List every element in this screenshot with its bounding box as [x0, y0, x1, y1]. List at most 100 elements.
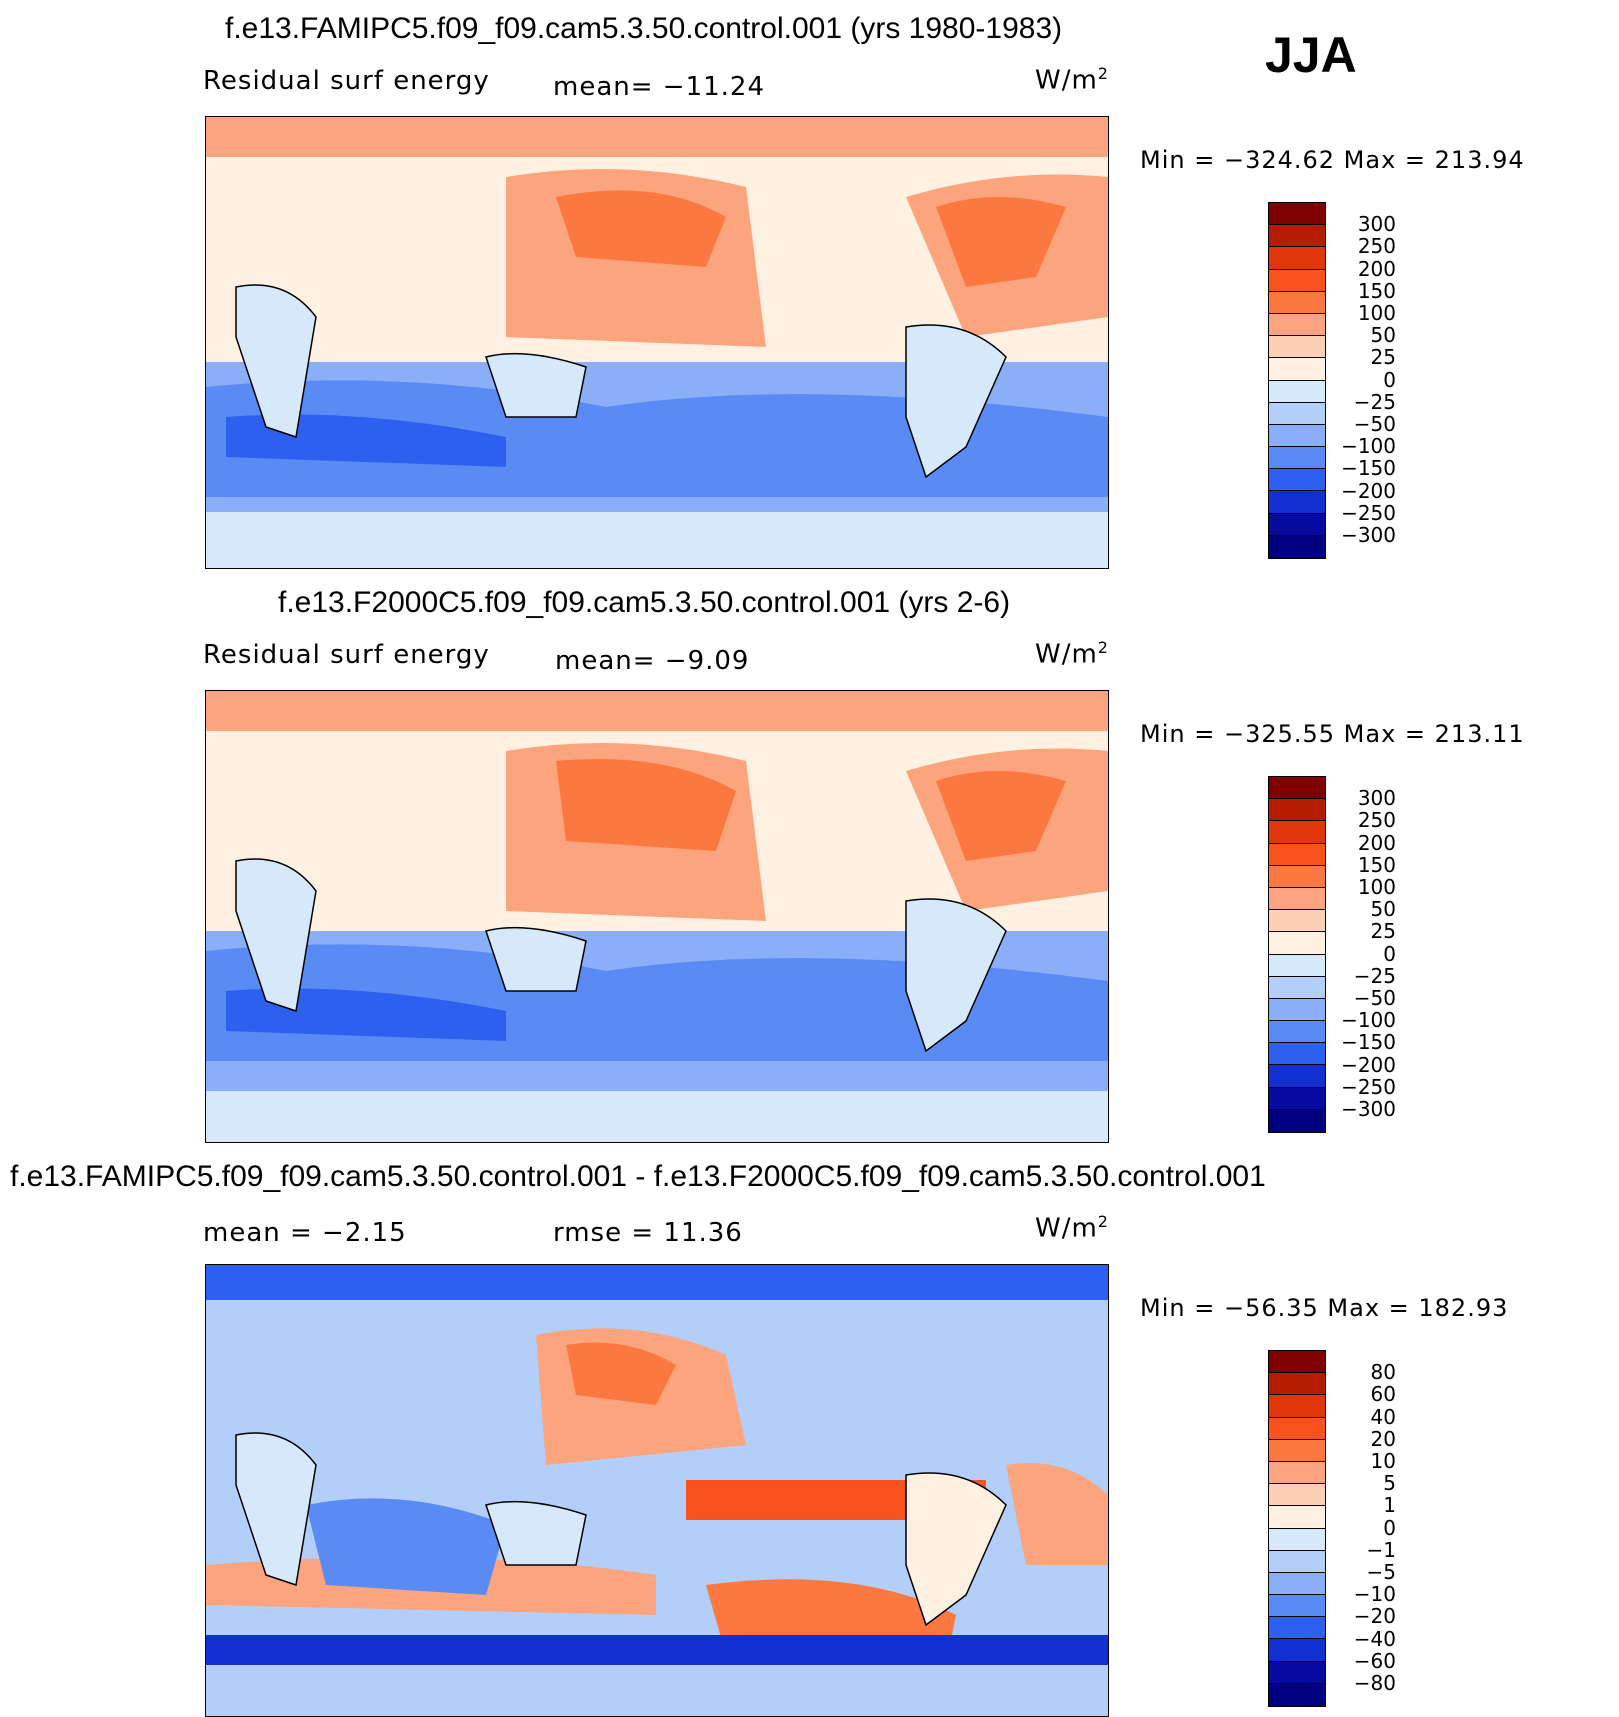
colorbar-box — [1269, 1373, 1325, 1396]
colorbar-label: −200 — [1341, 1052, 1396, 1077]
colorbar-label: −150 — [1341, 1030, 1396, 1055]
colorbar-label: 5 — [1383, 1471, 1396, 1496]
colorbar-box — [1269, 1661, 1325, 1684]
colorbar-label: 25 — [1370, 919, 1396, 944]
colorbar-label: −200 — [1341, 478, 1396, 503]
colorbar-box — [1269, 865, 1325, 888]
colorbar-box — [1269, 1417, 1325, 1440]
colorbar-label: 150 — [1357, 278, 1396, 303]
colorbar-box — [1269, 1087, 1325, 1110]
colorbar-box — [1269, 1484, 1325, 1507]
colorbar-label: −250 — [1341, 500, 1396, 525]
colorbar-label: 25 — [1370, 345, 1396, 370]
colorbar-label: −10 — [1353, 1582, 1396, 1607]
panel2-map-field — [206, 691, 1108, 1142]
colorbar-box — [1269, 1109, 1325, 1132]
panel1-map-field — [206, 117, 1108, 568]
colorbar-box — [1269, 1065, 1325, 1088]
panel1-variable-label: Residual surf energy — [203, 66, 490, 96]
colorbar-box — [1269, 225, 1325, 248]
colorbar-label: 100 — [1357, 301, 1396, 325]
panel2-minmax: Min = −325.55 Max = 213.11 — [1140, 720, 1525, 748]
colorbar-label: −50 — [1353, 412, 1396, 436]
panel1-map — [205, 116, 1109, 569]
panel2-variable-label: Residual surf energy — [203, 640, 490, 670]
colorbar-box — [1269, 777, 1325, 800]
colorbar-box — [1269, 513, 1325, 536]
colorbar-box — [1269, 1395, 1325, 1418]
colorbar-label: 20 — [1370, 1426, 1396, 1451]
colorbar-box — [1269, 1617, 1325, 1640]
colorbar-box — [1269, 1639, 1325, 1662]
season-label: JJA — [1265, 27, 1357, 83]
colorbar-box — [1269, 1572, 1325, 1596]
colorbar-label: 80 — [1370, 1360, 1396, 1385]
colorbar-box — [1269, 1683, 1325, 1706]
colorbar-label: 60 — [1370, 1382, 1396, 1407]
colorbar-box — [1269, 358, 1325, 381]
colorbar-box — [1269, 447, 1325, 470]
colorbar-box — [1269, 1043, 1325, 1066]
colorbar-box — [1269, 954, 1325, 977]
colorbar-box — [1269, 976, 1325, 999]
panel1-units: W/m2 — [1035, 64, 1109, 96]
colorbar-label: −300 — [1341, 523, 1396, 547]
colorbar-box — [1269, 910, 1325, 933]
colorbar-box — [1269, 887, 1325, 911]
colorbar-label: 40 — [1370, 1404, 1396, 1429]
colorbar-box — [1269, 469, 1325, 492]
colorbar-box — [1269, 535, 1325, 558]
colorbar-label: 150 — [1357, 852, 1396, 877]
colorbar-label: −40 — [1353, 1626, 1396, 1651]
panel3-colorbar — [1268, 1350, 1326, 1707]
colorbar-box — [1269, 821, 1325, 844]
panel3-rmse-label: rmse = 11.36 — [553, 1218, 743, 1248]
panel2-units: W/m2 — [1035, 638, 1109, 670]
colorbar-label: 250 — [1357, 808, 1396, 833]
colorbar-box — [1269, 313, 1325, 337]
colorbar-box — [1269, 1351, 1325, 1374]
colorbar-label: 250 — [1357, 234, 1396, 259]
colorbar-label: 300 — [1357, 786, 1396, 811]
panel2-mean-label: mean= −9.09 — [555, 646, 750, 676]
colorbar-box — [1269, 1550, 1325, 1573]
colorbar-label: −25 — [1353, 389, 1396, 414]
panel2-map — [205, 690, 1109, 1143]
panel3-map — [205, 1264, 1109, 1717]
colorbar-box — [1269, 491, 1325, 514]
colorbar-box — [1269, 799, 1325, 822]
colorbar-box — [1269, 1595, 1325, 1618]
colorbar-label: 10 — [1370, 1449, 1396, 1473]
colorbar-label: −300 — [1341, 1097, 1396, 1121]
colorbar-label: 200 — [1357, 256, 1396, 281]
colorbar-label: 50 — [1370, 897, 1396, 922]
colorbar-box — [1269, 1021, 1325, 1044]
colorbar-label: −100 — [1341, 1008, 1396, 1033]
panel3-minmax: Min = −56.35 Max = 182.93 — [1140, 1294, 1509, 1322]
panel3-units: W/m2 — [1035, 1212, 1109, 1244]
panel1-minmax: Min = −324.62 Max = 213.94 — [1140, 146, 1525, 174]
colorbar-box — [1269, 1528, 1325, 1551]
colorbar-label: −50 — [1353, 986, 1396, 1010]
colorbar-label: 200 — [1357, 830, 1396, 855]
colorbar-box — [1269, 1506, 1325, 1529]
panel3-map-field — [206, 1265, 1108, 1716]
panel2-title: f.e13.F2000C5.f09_f09.cam5.3.50.control.… — [278, 586, 1011, 619]
colorbar-label: 0 — [1383, 941, 1396, 966]
panel2-colorbar — [1268, 776, 1326, 1133]
colorbar-label: −80 — [1353, 1671, 1396, 1695]
colorbar-box — [1269, 843, 1325, 866]
colorbar-box — [1269, 247, 1325, 270]
colorbar-label: 1 — [1383, 1493, 1396, 1518]
colorbar-label: −5 — [1366, 1560, 1396, 1584]
colorbar-box — [1269, 998, 1325, 1022]
colorbar-label: −100 — [1341, 434, 1396, 459]
colorbar-box — [1269, 269, 1325, 292]
panel3-title: f.e13.FAMIPC5.f09_f09.cam5.3.50.control.… — [10, 1160, 1266, 1193]
colorbar-box — [1269, 380, 1325, 403]
colorbar-label: −1 — [1366, 1537, 1396, 1562]
colorbar-box — [1269, 1439, 1325, 1462]
colorbar-label: −20 — [1353, 1604, 1396, 1629]
panel1-mean-label: mean= −11.24 — [553, 72, 766, 102]
colorbar-box — [1269, 203, 1325, 226]
